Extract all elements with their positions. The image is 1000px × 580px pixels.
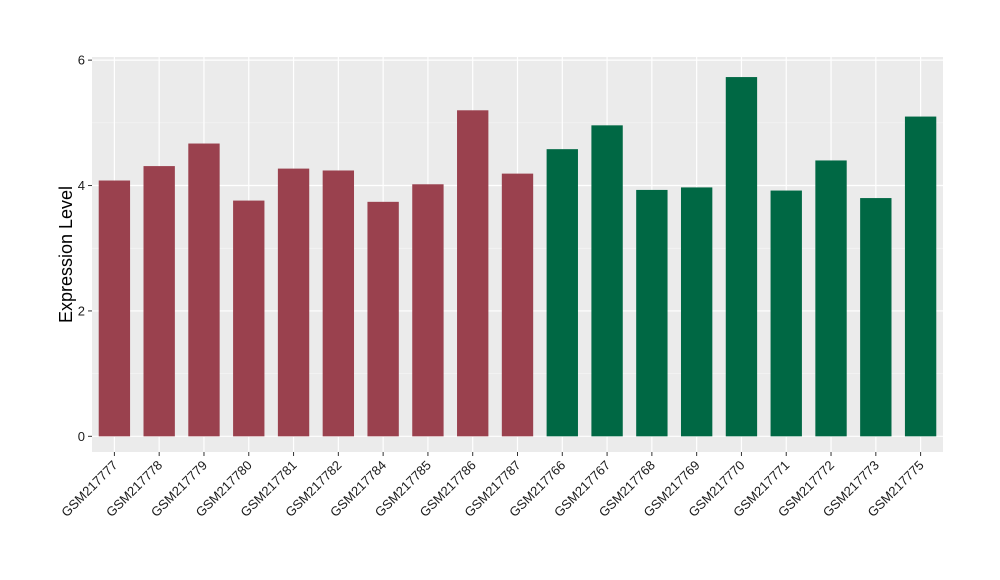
bar — [636, 189, 668, 437]
y-tick-label: 6 — [78, 53, 85, 68]
x-axis: GSM217777GSM217778GSM217779GSM217780GSM2… — [58, 452, 927, 520]
bar — [591, 125, 623, 437]
y-tick-label: 0 — [78, 429, 85, 444]
bar — [322, 170, 355, 437]
bar — [904, 116, 937, 437]
bar — [501, 173, 534, 437]
bar — [233, 200, 265, 437]
y-axis: 0 2 4 6 — [78, 53, 92, 444]
bar — [98, 180, 131, 437]
bar — [457, 110, 489, 437]
bar — [412, 184, 444, 437]
y-tick-label: 2 — [78, 303, 85, 318]
y-axis-title: Expression Level — [56, 186, 76, 323]
bar — [143, 166, 175, 437]
bar — [680, 187, 713, 437]
bar — [770, 190, 802, 437]
bar — [815, 160, 847, 437]
bar — [725, 77, 758, 437]
bars — [98, 77, 937, 437]
bar — [860, 198, 892, 437]
bar — [277, 168, 310, 437]
bar — [546, 149, 578, 437]
bar — [188, 143, 220, 437]
bar — [367, 201, 399, 437]
y-tick-label: 4 — [78, 178, 85, 193]
